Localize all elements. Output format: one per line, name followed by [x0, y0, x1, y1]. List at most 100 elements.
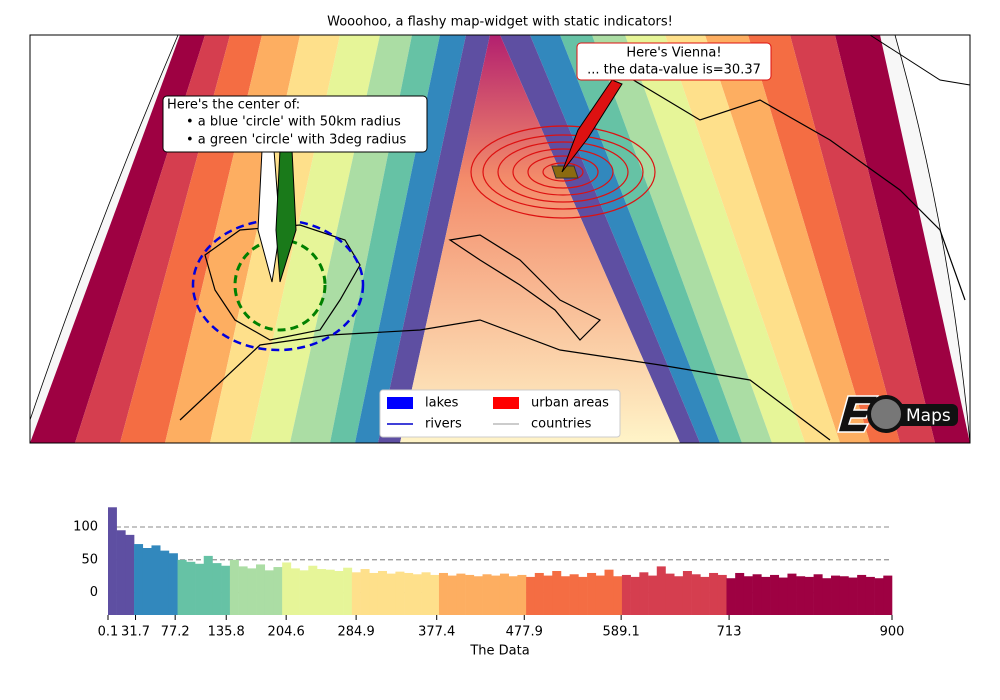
coastline [448, 234, 602, 341]
bar [552, 570, 562, 615]
map-band [625, 35, 805, 443]
bar [256, 564, 266, 615]
bar [142, 548, 152, 615]
bar [822, 578, 832, 615]
x-tick-label: 31.7 [121, 625, 150, 640]
annotation-box [162, 95, 428, 153]
bar [430, 574, 440, 615]
coastline [599, 59, 966, 301]
map-band [500, 35, 700, 443]
annotation-text: • a green 'circle' with 3deg radius [186, 133, 406, 148]
x-tick-label: 284.9 [338, 625, 375, 640]
annotation-text: Here's Vienna! [626, 46, 721, 61]
bar [160, 550, 170, 615]
bar [473, 576, 483, 615]
bar [203, 555, 213, 615]
bar [290, 568, 300, 615]
annotation: Here's Vienna! ... the data-value is=30.… [576, 42, 772, 81]
x-tick-label: 77.2 [161, 625, 190, 640]
bar [639, 572, 649, 615]
bar [700, 576, 710, 615]
x-tick-label: 713 [717, 625, 742, 640]
map-band [355, 35, 466, 443]
bar [299, 570, 309, 615]
legend-swatch [493, 397, 519, 409]
legend: lakes rivers urban areas countries [379, 389, 621, 438]
title: Wooohoo, a flashy map-widget with static… [327, 15, 673, 30]
bar [134, 544, 144, 615]
legend-swatch [387, 397, 413, 409]
map-overlay [29, 34, 971, 444]
logo-text: Maps [906, 406, 951, 426]
bar [770, 574, 780, 615]
bar [238, 566, 248, 615]
bar [517, 574, 527, 615]
x-tick-label: 477.9 [506, 625, 543, 640]
bar [526, 576, 536, 615]
bar [848, 577, 858, 615]
bar [778, 577, 788, 615]
bar [438, 572, 448, 615]
bar [395, 571, 405, 615]
bar [325, 569, 335, 615]
bar [682, 570, 692, 615]
bar [404, 572, 414, 615]
bar [186, 561, 196, 615]
bar [578, 576, 588, 615]
bar [116, 530, 126, 615]
bar [831, 575, 841, 615]
bar [761, 576, 771, 615]
bar [560, 576, 570, 615]
bar [839, 576, 849, 615]
bar [865, 576, 875, 615]
y-tick-label: 0 [90, 585, 98, 600]
map-frame [869, 34, 971, 86]
bar [665, 573, 675, 615]
bar [604, 569, 614, 615]
logo-globe [867, 395, 905, 433]
map-band [592, 35, 772, 443]
bar [334, 570, 344, 615]
arrow-red [561, 79, 623, 173]
bar [151, 545, 161, 615]
bar [804, 576, 814, 615]
bar [743, 576, 753, 615]
logo: Maps [837, 395, 958, 433]
bar [177, 559, 187, 615]
bar [212, 563, 222, 615]
y-tick-label: 100 [73, 519, 98, 534]
bar [709, 572, 719, 615]
bar [317, 569, 327, 615]
bar [569, 574, 579, 615]
bar [691, 574, 701, 615]
map-band [790, 35, 935, 443]
bar [125, 534, 135, 615]
bar [195, 563, 205, 615]
bar [613, 576, 623, 615]
annotation-text: • a blue 'circle' with 50km radius [186, 115, 401, 130]
map-band [748, 35, 900, 443]
bar [787, 573, 797, 615]
x-tick-label: 589.1 [603, 625, 640, 640]
map-band [378, 35, 490, 443]
x-tick-label: 900 [880, 625, 905, 640]
bar [508, 576, 518, 615]
legend-label: countries [531, 417, 592, 432]
bar [499, 573, 509, 615]
bar [343, 567, 353, 615]
bar [717, 574, 727, 615]
bar [351, 572, 361, 615]
bar [221, 565, 231, 615]
bar [656, 566, 666, 615]
bar [796, 576, 806, 615]
bar [674, 576, 684, 615]
bar [543, 575, 553, 615]
bar [247, 568, 257, 615]
legend-label: lakes [425, 396, 459, 411]
bar [229, 559, 239, 615]
x-tick-label: 0.1 [98, 625, 119, 640]
bar [752, 574, 762, 615]
vienna-rings [470, 125, 656, 219]
bar [648, 575, 658, 615]
